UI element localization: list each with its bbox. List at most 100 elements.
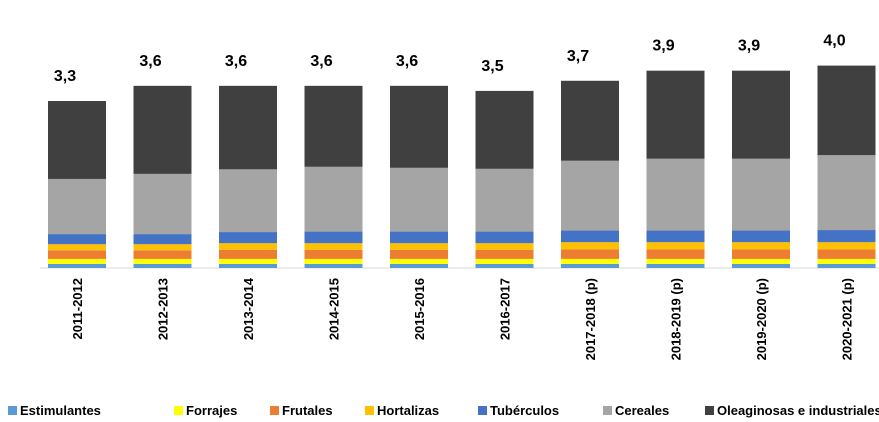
bar-segment xyxy=(561,160,619,231)
bar-segment xyxy=(561,80,619,161)
bar-segment xyxy=(304,231,363,244)
legend-swatch xyxy=(603,406,612,415)
legend-label: Forrajes xyxy=(186,403,237,418)
bar-segment xyxy=(817,258,876,264)
bar-segment xyxy=(817,65,876,156)
x-tick-label: 2018-2019 (p) xyxy=(669,278,684,360)
bar-segment xyxy=(304,258,363,264)
total-label: 3,9 xyxy=(652,38,674,55)
bar-segment xyxy=(732,258,790,264)
bar-segment xyxy=(48,234,106,245)
total-label: 3,6 xyxy=(310,53,332,70)
legend-swatch xyxy=(174,406,183,415)
bar-segment xyxy=(390,85,448,168)
x-tick-label: 2017-2018 (p) xyxy=(583,278,598,360)
bar-segment xyxy=(475,231,534,244)
bar-segment xyxy=(475,168,534,232)
bar-segment xyxy=(390,258,448,264)
bar-segment xyxy=(475,249,534,259)
bar-segment xyxy=(732,242,790,250)
total-label: 3,3 xyxy=(54,68,76,85)
bar-segment xyxy=(646,70,705,159)
x-tick-label: 2011-2012 xyxy=(70,278,85,339)
bar-segment xyxy=(475,263,534,268)
bar-segment xyxy=(732,249,790,259)
bar-segment xyxy=(219,249,277,259)
x-tick-label: 2012-2013 xyxy=(156,278,171,340)
legend-swatch xyxy=(8,406,17,415)
bar-segment xyxy=(304,166,363,232)
bar-segment xyxy=(133,85,192,174)
bar-segment xyxy=(48,263,106,268)
legend-swatch xyxy=(270,406,279,415)
total-label: 3,6 xyxy=(396,53,418,70)
bar-segment xyxy=(390,243,448,250)
x-tick-label: 2019-2020 (p) xyxy=(754,278,769,360)
legend-label: Cereales xyxy=(615,403,669,418)
bar-segment xyxy=(133,173,192,235)
total-label: 3,9 xyxy=(738,38,760,55)
bar-segment xyxy=(48,244,106,251)
bar-segment xyxy=(561,263,619,268)
legend-label: Estimulantes xyxy=(20,403,101,418)
bar-segment xyxy=(646,263,705,268)
bar-segment xyxy=(561,242,619,250)
bar-segment xyxy=(219,232,277,244)
legend-label: Tubérculos xyxy=(490,403,559,418)
bar-segment xyxy=(817,230,876,243)
bar-segment xyxy=(219,263,277,268)
bar-segment xyxy=(732,230,790,243)
bar-segment xyxy=(304,263,363,268)
legend-label: Oleaginosas e industriales xyxy=(717,403,879,418)
bar-segment xyxy=(475,258,534,264)
bar-segment xyxy=(646,158,705,231)
legend-label: Frutales xyxy=(282,403,333,418)
bar-segment xyxy=(646,230,705,243)
legend-swatch xyxy=(478,406,487,415)
bar-segment xyxy=(561,230,619,243)
bar-segment xyxy=(732,158,790,231)
bar-segment xyxy=(133,244,192,251)
bar-segment xyxy=(219,169,277,233)
bar-segment xyxy=(304,85,363,167)
bar-segment xyxy=(48,101,106,179)
bar-segment xyxy=(304,243,363,250)
bar-segment xyxy=(732,263,790,268)
bar-segment xyxy=(133,234,192,245)
bar-segment xyxy=(817,242,876,250)
total-label: 4,0 xyxy=(823,33,845,50)
total-label: 3,6 xyxy=(225,53,247,70)
bar-segment xyxy=(219,258,277,264)
legend-swatch xyxy=(705,406,714,415)
bar-segment xyxy=(390,249,448,259)
bar-segment xyxy=(561,258,619,264)
legend-label: Hortalizas xyxy=(377,403,439,418)
bar-segment xyxy=(561,249,619,259)
bar-segment xyxy=(475,90,534,169)
bar-segment xyxy=(133,263,192,268)
bar-segment xyxy=(646,249,705,259)
bar-segment xyxy=(219,85,277,170)
bar-segment xyxy=(817,155,876,231)
bar-segment xyxy=(133,250,192,259)
total-label: 3,6 xyxy=(139,53,161,70)
bar-segment xyxy=(475,243,534,250)
bar-segment xyxy=(219,243,277,250)
total-label: 3,7 xyxy=(567,48,589,65)
bar-segment xyxy=(646,242,705,250)
bar-segment xyxy=(390,167,448,232)
total-label: 3,5 xyxy=(481,58,503,75)
bar-segment xyxy=(732,70,790,159)
bar-segment xyxy=(304,249,363,259)
x-tick-label: 2015-2016 xyxy=(412,278,427,340)
legend-swatch xyxy=(365,406,374,415)
x-tick-label: 2014-2015 xyxy=(327,278,342,340)
bar-segment xyxy=(646,258,705,264)
x-tick-label: 2013-2014 xyxy=(241,277,256,340)
bar-segment xyxy=(817,249,876,259)
bar-segment xyxy=(390,263,448,268)
bar-segment xyxy=(390,231,448,244)
x-tick-label: 2020-2021 (p) xyxy=(840,278,855,360)
bar-segment xyxy=(48,178,106,235)
